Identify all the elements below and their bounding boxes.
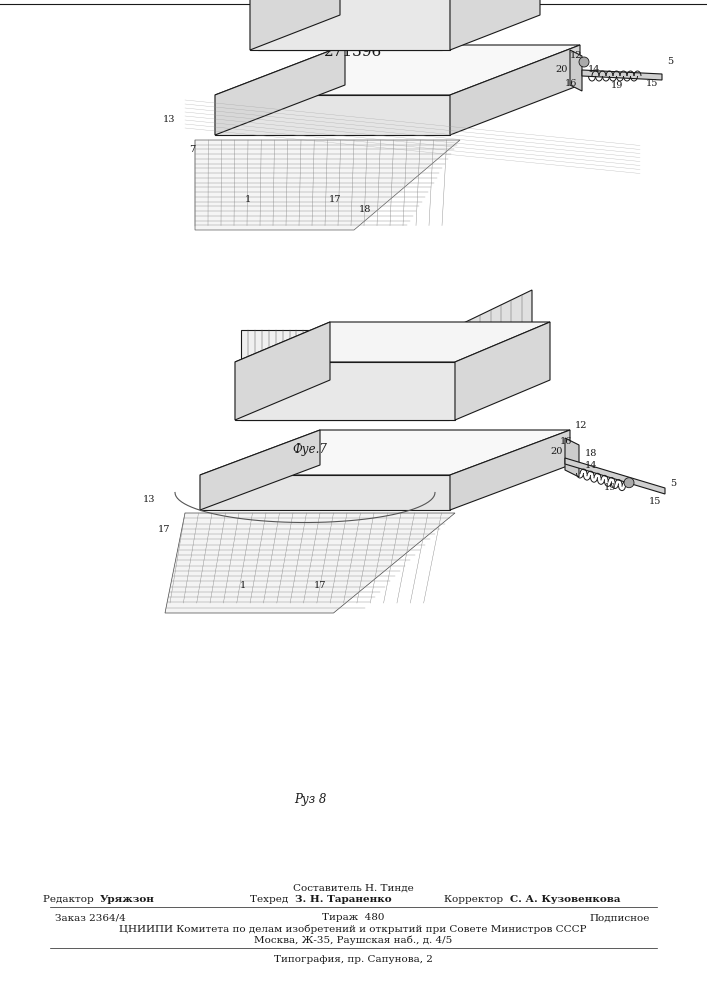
Polygon shape <box>582 70 662 80</box>
Text: 13: 13 <box>143 495 155 504</box>
Text: 12: 12 <box>570 50 583 60</box>
Text: 18: 18 <box>359 206 371 215</box>
Text: Заказ 2364/4: Заказ 2364/4 <box>55 914 126 922</box>
Text: 15: 15 <box>645 80 658 89</box>
Polygon shape <box>455 322 550 420</box>
Polygon shape <box>200 430 570 475</box>
Polygon shape <box>250 0 340 50</box>
Text: Фуе.7: Фуе.7 <box>293 444 327 456</box>
Polygon shape <box>215 95 450 135</box>
Polygon shape <box>565 458 665 494</box>
Polygon shape <box>195 140 460 230</box>
Text: Подписное: Подписное <box>590 914 650 922</box>
Text: 14: 14 <box>585 462 597 471</box>
Polygon shape <box>215 45 580 95</box>
Text: 12: 12 <box>575 420 588 430</box>
Text: Редактор: Редактор <box>42 896 100 904</box>
Polygon shape <box>235 322 550 362</box>
Text: 1: 1 <box>245 196 251 205</box>
Text: Уряжзон: Уряжзон <box>100 896 155 904</box>
Text: 14: 14 <box>588 66 600 75</box>
Text: 20: 20 <box>550 448 562 456</box>
Text: 15: 15 <box>649 497 661 506</box>
Text: Техред: Техред <box>250 896 295 904</box>
Text: 20: 20 <box>555 66 568 75</box>
Text: 1: 1 <box>240 580 246 589</box>
Polygon shape <box>200 475 450 510</box>
Polygon shape <box>250 0 450 50</box>
Text: 19: 19 <box>610 82 623 91</box>
Text: Составитель Н. Тинде: Составитель Н. Тинде <box>293 884 414 892</box>
Text: ЦНИИПИ Комитета по делам изобретений и открытий при Совете Министров СССР: ЦНИИПИ Комитета по делам изобретений и о… <box>119 924 587 934</box>
Text: Корректор: Корректор <box>445 896 510 904</box>
Text: 17: 17 <box>158 526 170 534</box>
Polygon shape <box>570 50 582 91</box>
Text: Тираж  480: Тираж 480 <box>322 914 384 922</box>
Text: 13: 13 <box>163 115 175 124</box>
Circle shape <box>624 478 634 488</box>
Text: 18: 18 <box>585 448 597 458</box>
Text: 271396: 271396 <box>324 45 382 59</box>
Text: Москва, Ж-35, Раушская наб., д. 4/5: Москва, Ж-35, Раушская наб., д. 4/5 <box>254 935 452 945</box>
Polygon shape <box>442 0 516 50</box>
Text: Руз 8: Руз 8 <box>294 794 326 806</box>
Text: Типография, пр. Сапунова, 2: Типография, пр. Сапунова, 2 <box>274 956 433 964</box>
Text: 7: 7 <box>189 145 195 154</box>
Polygon shape <box>450 45 580 135</box>
Text: С. А. Кузовенкова: С. А. Кузовенкова <box>510 896 621 904</box>
Polygon shape <box>215 45 345 135</box>
Polygon shape <box>235 322 330 420</box>
Polygon shape <box>258 0 442 50</box>
Text: 16: 16 <box>565 79 578 88</box>
Text: З. Н. Тараненко: З. Н. Тараненко <box>295 896 392 904</box>
Polygon shape <box>565 438 579 477</box>
Text: 17: 17 <box>314 580 326 589</box>
Polygon shape <box>450 0 540 50</box>
Polygon shape <box>200 430 320 510</box>
Circle shape <box>579 57 589 67</box>
Text: 16: 16 <box>560 438 573 446</box>
Text: 19: 19 <box>604 484 617 492</box>
Polygon shape <box>235 362 455 420</box>
Text: 5: 5 <box>670 479 676 488</box>
Polygon shape <box>241 330 449 420</box>
Polygon shape <box>450 430 570 510</box>
Text: 17: 17 <box>329 196 341 205</box>
Polygon shape <box>449 290 532 420</box>
Text: 5: 5 <box>667 57 673 66</box>
Polygon shape <box>165 513 455 613</box>
